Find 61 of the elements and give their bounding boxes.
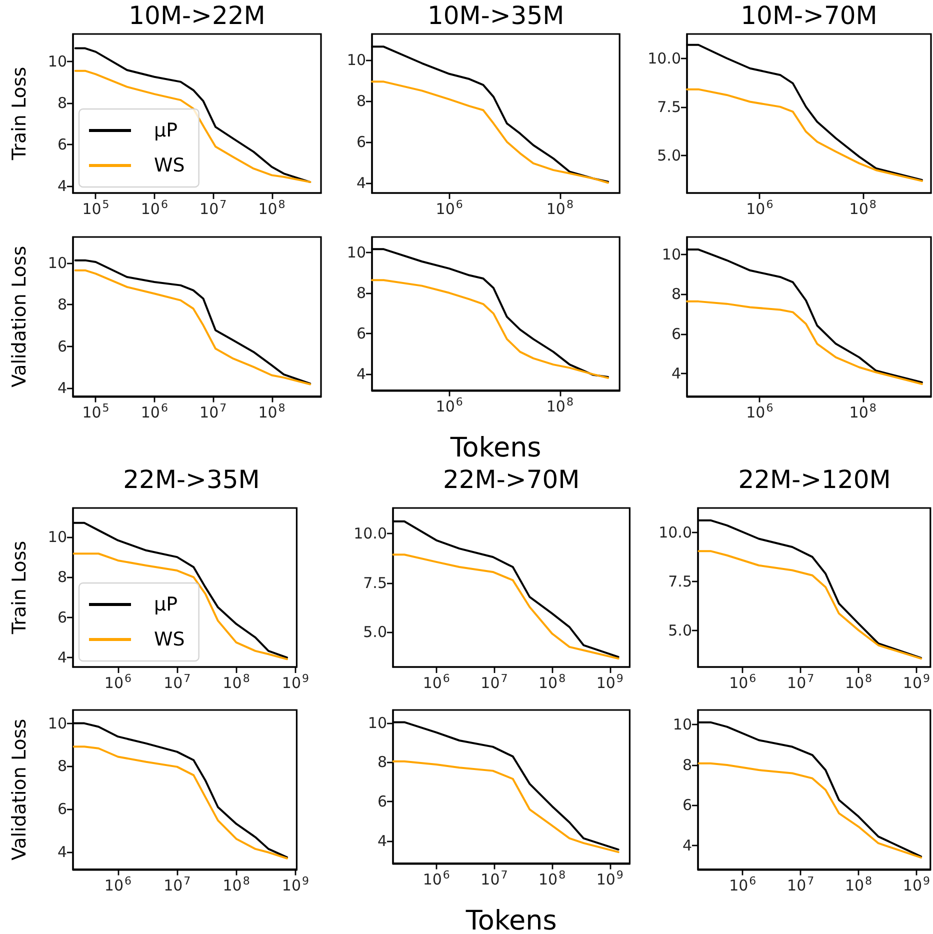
y-tick-label: 10: [346, 243, 366, 262]
y-tick-label: 10: [48, 52, 67, 71]
y-tick-label: 5.0: [657, 146, 681, 164]
y-tick-label: 10.0: [648, 49, 681, 68]
y-tick-label: 10: [346, 50, 366, 69]
x-axis-title: Tokens: [465, 905, 558, 934]
y-tick-label: 6: [57, 800, 67, 818]
y-tick-label: 10: [48, 714, 67, 732]
y-tick-label: 8: [378, 753, 388, 772]
y-tick-label: 6: [671, 324, 681, 343]
y-tick-label: 5.0: [668, 621, 692, 640]
y-tick-label: 8: [57, 295, 67, 314]
chart-title: 22M->35M: [123, 464, 260, 494]
y-tick-label: 4: [682, 836, 692, 855]
y-tick-label: 5.0: [363, 622, 388, 641]
chart-title: 10M->70M: [740, 1, 878, 30]
y-tick-label: 7.5: [657, 98, 681, 116]
y-axis-title: Train Loss: [8, 66, 30, 162]
chart-title: 22M->70M: [443, 464, 580, 494]
y-tick-label: 4: [356, 174, 366, 192]
y-axis-title: Validation Loss: [8, 246, 30, 388]
x-axis-title: Tokens: [449, 432, 541, 463]
y-tick-label: 4: [57, 176, 67, 195]
y-tick-label: 10: [368, 714, 388, 732]
chart-title: 10M->35M: [427, 1, 564, 30]
y-tick-label: 6: [57, 337, 67, 356]
legend-label: WS: [154, 628, 185, 650]
y-tick-label: 4: [57, 648, 67, 666]
y-tick-label: 8: [57, 757, 67, 776]
chart-title: 10M->22M: [128, 1, 266, 30]
y-tick-label: 4: [378, 832, 388, 850]
y-tick-label: 6: [378, 792, 388, 811]
y-tick-label: 8: [57, 94, 67, 112]
y-tick-label: 10: [48, 528, 67, 546]
y-tick-label: 4: [671, 364, 681, 382]
y-tick-label: 8: [682, 756, 692, 774]
y-axis-title: Train Loss: [8, 540, 30, 635]
y-tick-label: 6: [356, 324, 366, 342]
chart-title: 22M->120M: [738, 464, 891, 494]
y-tick-label: 8: [671, 284, 681, 303]
y-tick-label: 10: [672, 715, 692, 734]
legend-label: μP: [154, 593, 178, 616]
y-tick-label: 10: [662, 244, 681, 263]
y-tick-label: 8: [356, 284, 366, 302]
y-tick-label: 10.0: [658, 523, 692, 542]
y-tick-label: 6: [682, 796, 692, 814]
y-axis-title: Validation Loss: [8, 718, 30, 860]
y-tick-label: 4: [356, 364, 366, 383]
legend-label: μP: [154, 120, 178, 142]
y-tick-label: 7.5: [668, 572, 692, 590]
y-tick-label: 10.0: [354, 524, 388, 542]
y-tick-label: 8: [57, 568, 67, 586]
y-tick-label: 6: [57, 136, 67, 154]
y-tick-label: 6: [356, 132, 366, 151]
y-tick-label: 4: [57, 842, 67, 861]
y-tick-label: 4: [57, 378, 67, 397]
legend-label: WS: [154, 154, 185, 176]
y-tick-label: 7.5: [363, 573, 388, 592]
y-tick-label: 8: [356, 92, 366, 110]
y-tick-label: 6: [57, 608, 67, 626]
y-tick-label: 10: [48, 254, 67, 272]
